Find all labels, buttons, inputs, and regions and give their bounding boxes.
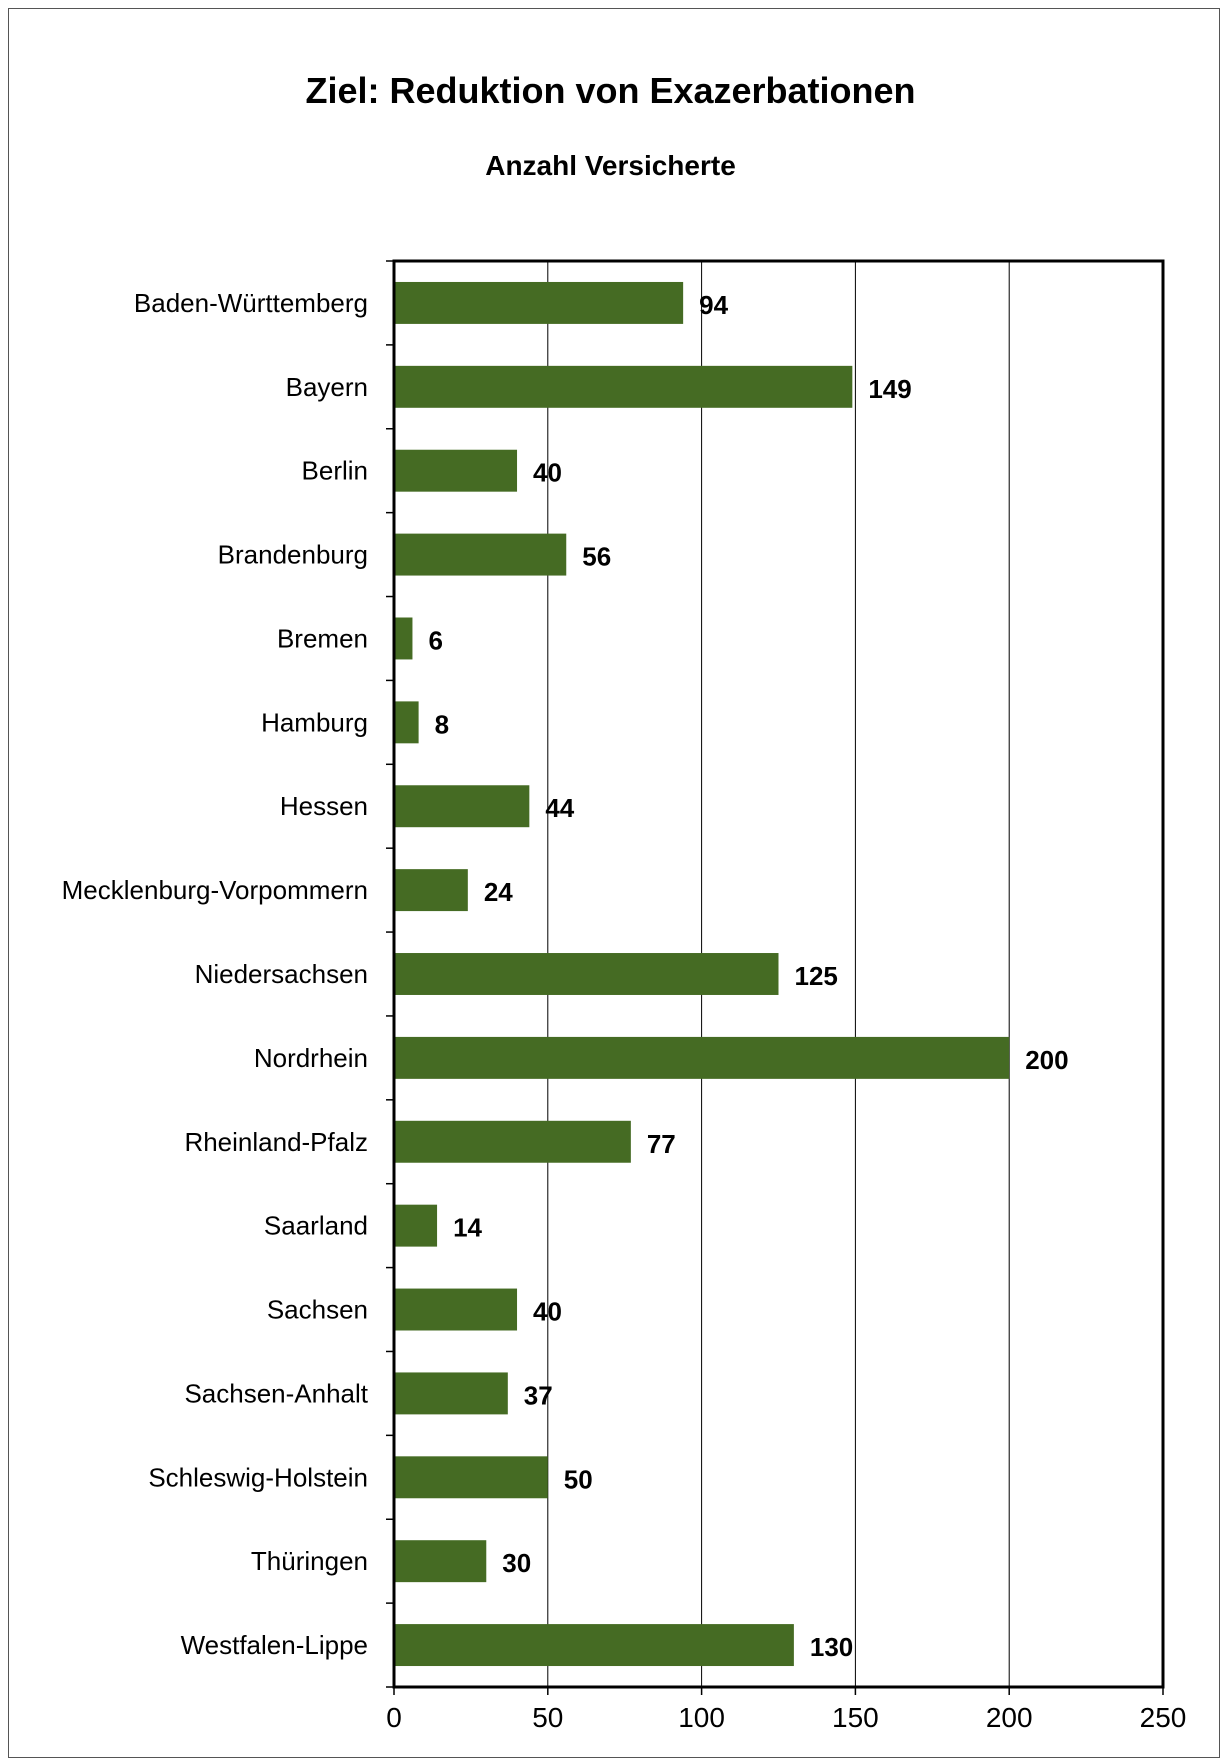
bars bbox=[394, 281, 1010, 1667]
x-tick-label: 50 bbox=[532, 1702, 563, 1733]
category-label: Baden-Württemberg bbox=[134, 288, 368, 318]
bar bbox=[394, 1624, 794, 1667]
bar bbox=[394, 617, 413, 660]
x-tick-label: 150 bbox=[832, 1702, 879, 1733]
category-label: Bayern bbox=[286, 372, 368, 402]
data-label: 56 bbox=[582, 542, 611, 572]
bar bbox=[394, 1456, 548, 1499]
category-label: Bremen bbox=[277, 623, 368, 653]
category-label: Thüringen bbox=[251, 1546, 368, 1576]
bar bbox=[394, 365, 853, 408]
bar bbox=[394, 1036, 1010, 1079]
data-label: 77 bbox=[647, 1129, 676, 1159]
data-label: 30 bbox=[502, 1548, 531, 1578]
category-label: Sachsen-Anhalt bbox=[184, 1378, 368, 1408]
data-label: 130 bbox=[810, 1632, 853, 1662]
category-label: Mecklenburg-Vorpommern bbox=[62, 875, 368, 905]
bar bbox=[394, 1540, 487, 1583]
plot-border bbox=[392, 259, 1165, 1689]
data-label: 200 bbox=[1025, 1045, 1068, 1075]
bar bbox=[394, 281, 684, 324]
chart-title: Ziel: Reduktion von Exazerbationen bbox=[305, 70, 916, 111]
category-label: Berlin bbox=[302, 456, 368, 486]
data-label: 40 bbox=[533, 1297, 562, 1327]
category-label: Rheinland-Pfalz bbox=[184, 1127, 368, 1157]
chart-subtitle: Anzahl Versicherte bbox=[485, 150, 736, 181]
bar bbox=[394, 701, 419, 744]
data-label: 125 bbox=[795, 961, 838, 991]
bar bbox=[394, 1288, 518, 1331]
category-label: Brandenburg bbox=[218, 540, 368, 570]
data-label: 6 bbox=[428, 625, 442, 655]
bar bbox=[394, 533, 567, 576]
data-label: 24 bbox=[484, 877, 513, 907]
category-label: Sachsen bbox=[267, 1295, 368, 1325]
bar bbox=[394, 785, 530, 828]
category-label: Hamburg bbox=[261, 707, 368, 737]
data-label: 14 bbox=[453, 1213, 482, 1243]
category-label: Schleswig-Holstein bbox=[148, 1462, 368, 1492]
bar bbox=[394, 1372, 508, 1415]
data-label: 40 bbox=[533, 458, 562, 488]
x-tick-label: 200 bbox=[986, 1702, 1033, 1733]
x-tick-label: 0 bbox=[386, 1702, 402, 1733]
labels: 94 Baden-Württemberg 149 Bayern 40 Berlin 56 Br… bbox=[62, 288, 1187, 1733]
x-tick-label: 100 bbox=[678, 1702, 725, 1733]
x-tick-label: 250 bbox=[1140, 1702, 1187, 1733]
category-label: Nordrhein bbox=[254, 1043, 368, 1073]
bar bbox=[394, 1204, 438, 1247]
data-label: 37 bbox=[524, 1380, 553, 1410]
category-label: Niedersachsen bbox=[195, 959, 368, 989]
bar bbox=[394, 869, 468, 912]
data-label: 8 bbox=[435, 709, 449, 739]
bar bbox=[394, 953, 779, 995]
axes bbox=[386, 259, 1165, 1695]
category-label: Westfalen-Lippe bbox=[181, 1630, 368, 1660]
category-label: Saarland bbox=[264, 1211, 368, 1241]
data-label: 94 bbox=[699, 290, 728, 320]
category-label: Hessen bbox=[280, 791, 368, 821]
bar bbox=[394, 449, 518, 492]
data-label: 50 bbox=[564, 1464, 593, 1494]
data-label: 44 bbox=[545, 793, 574, 823]
bar bbox=[394, 1120, 631, 1163]
data-label: 149 bbox=[868, 374, 911, 404]
